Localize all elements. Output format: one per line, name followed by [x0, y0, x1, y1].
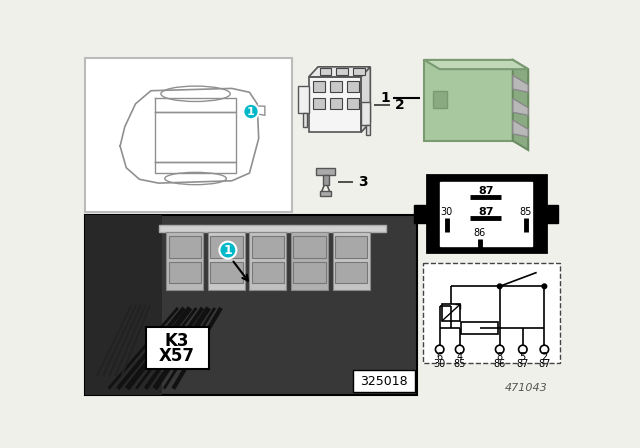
Bar — [348, 82, 359, 92]
Bar — [361, 102, 371, 125]
Text: 1: 1 — [381, 91, 390, 105]
Bar — [316, 168, 335, 175]
Polygon shape — [513, 99, 528, 116]
Bar — [422, 263, 560, 363]
Bar — [337, 69, 348, 75]
Text: 325018: 325018 — [360, 375, 408, 388]
Bar — [433, 90, 447, 108]
Bar — [461, 322, 498, 334]
Text: 2: 2 — [395, 99, 404, 112]
Text: 6: 6 — [436, 352, 443, 362]
Bar — [252, 262, 284, 283]
Bar — [353, 370, 415, 392]
Bar — [291, 233, 328, 290]
Bar — [365, 125, 371, 135]
Bar — [414, 205, 428, 223]
Bar — [320, 191, 331, 196]
Bar — [308, 77, 361, 132]
Circle shape — [497, 284, 502, 289]
Bar — [442, 304, 460, 321]
Bar — [424, 60, 513, 141]
Text: 87: 87 — [478, 207, 493, 217]
Polygon shape — [513, 120, 528, 137]
Text: 87: 87 — [538, 359, 550, 369]
Bar — [168, 236, 201, 258]
Text: 1: 1 — [247, 107, 255, 116]
Text: 30: 30 — [440, 207, 452, 217]
Text: 85: 85 — [520, 207, 532, 217]
Text: K3: K3 — [165, 332, 189, 350]
Bar — [545, 205, 558, 223]
Text: 87: 87 — [478, 186, 493, 196]
Text: 2: 2 — [541, 352, 547, 362]
Bar — [333, 233, 369, 290]
Circle shape — [495, 345, 504, 353]
Text: 471043: 471043 — [505, 383, 547, 392]
Bar — [335, 262, 367, 283]
Bar — [86, 215, 417, 395]
Bar — [298, 86, 308, 113]
Bar — [86, 58, 292, 211]
Bar — [323, 175, 329, 185]
Bar — [210, 262, 243, 283]
Text: 85: 85 — [454, 359, 466, 369]
Bar — [314, 82, 325, 92]
Bar — [303, 113, 307, 127]
Bar — [86, 215, 163, 395]
Bar — [293, 236, 326, 258]
Circle shape — [220, 241, 236, 258]
Text: 5: 5 — [520, 352, 526, 362]
Circle shape — [243, 104, 259, 119]
Bar — [319, 69, 331, 75]
Bar — [440, 181, 532, 246]
Circle shape — [542, 284, 547, 289]
Text: 4: 4 — [456, 352, 463, 362]
Bar — [335, 236, 367, 258]
Bar — [210, 236, 243, 258]
Text: 86: 86 — [493, 359, 506, 369]
Circle shape — [518, 345, 527, 353]
Circle shape — [456, 345, 464, 353]
Bar — [427, 176, 546, 252]
Circle shape — [435, 345, 444, 353]
Bar — [330, 99, 342, 109]
Bar — [348, 99, 359, 109]
Bar — [159, 225, 386, 233]
Circle shape — [540, 345, 548, 353]
Bar — [353, 69, 365, 75]
Text: 87: 87 — [516, 359, 529, 369]
Polygon shape — [361, 67, 371, 132]
Polygon shape — [424, 60, 528, 69]
Bar — [314, 99, 325, 109]
Bar — [252, 236, 284, 258]
Polygon shape — [308, 67, 371, 77]
Polygon shape — [513, 75, 528, 92]
Bar — [168, 262, 201, 283]
Bar — [208, 233, 245, 290]
Bar — [330, 82, 342, 92]
Text: 3: 3 — [358, 175, 367, 189]
Text: 30: 30 — [433, 359, 446, 369]
Text: 1: 1 — [223, 244, 232, 257]
Bar — [250, 233, 287, 290]
Text: X57: X57 — [159, 347, 195, 366]
Polygon shape — [513, 60, 528, 150]
Text: 86: 86 — [474, 228, 486, 238]
Text: 8: 8 — [497, 352, 503, 362]
Bar — [293, 262, 326, 283]
Bar — [145, 327, 209, 370]
Bar — [166, 233, 204, 290]
